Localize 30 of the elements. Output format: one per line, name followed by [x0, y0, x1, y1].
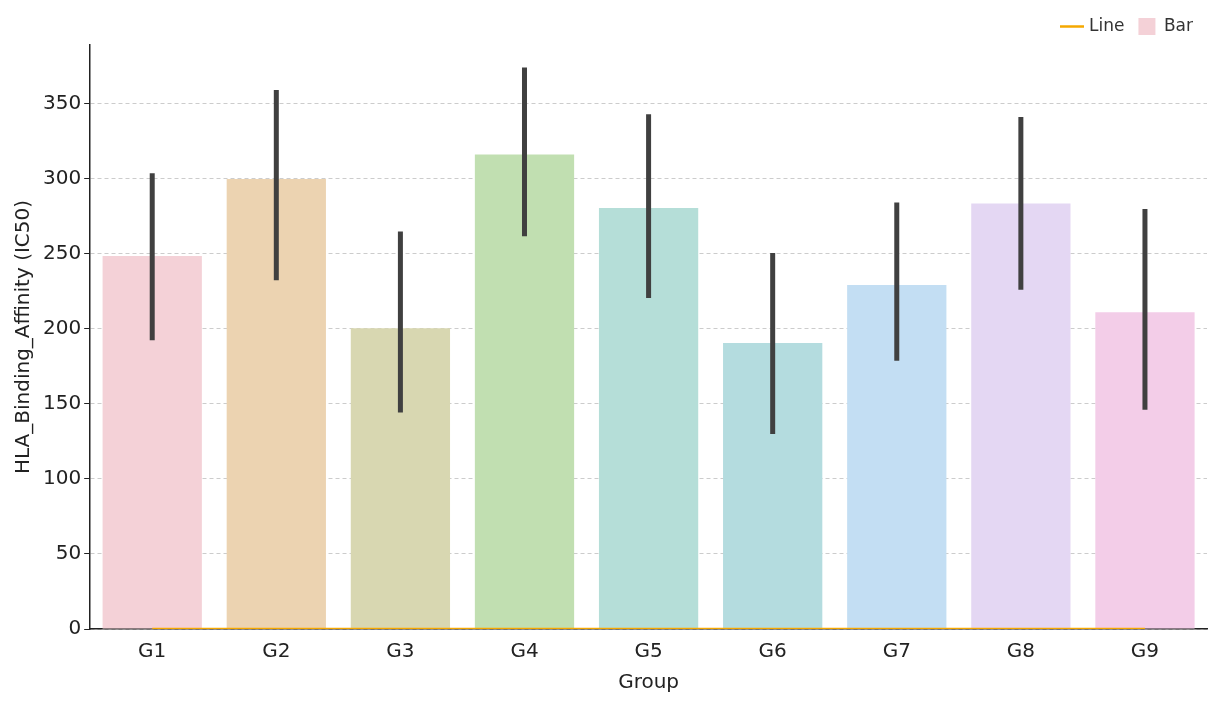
- x-tick-label: G4: [510, 638, 539, 663]
- bar: [598, 208, 699, 629]
- x-tick-label: G5: [634, 638, 663, 663]
- x-axis-title: Group: [618, 669, 680, 694]
- x-tick-label: G7: [882, 638, 911, 663]
- y-tick-label: 350: [42, 89, 82, 114]
- legend-label: Bar: [1163, 14, 1194, 35]
- y-tick-label: 0: [68, 615, 82, 640]
- x-tick-label: G2: [262, 638, 291, 663]
- x-tick-label: G3: [386, 638, 415, 663]
- y-tick-label: 250: [42, 239, 82, 264]
- bar: [1095, 312, 1195, 629]
- y-tick-label: 100: [42, 465, 82, 490]
- y-tick-label: 150: [42, 390, 82, 415]
- x-tick-label: G8: [1006, 638, 1035, 663]
- bar: [226, 179, 326, 629]
- bar: [102, 255, 202, 629]
- bar: [723, 343, 823, 629]
- bar: [847, 284, 947, 629]
- x-tick-label: G9: [1130, 638, 1160, 663]
- x-tick-label: G1: [138, 638, 167, 663]
- y-tick-label: 200: [42, 314, 82, 339]
- x-tick-label: G6: [758, 638, 787, 663]
- y-tick-label: 300: [42, 164, 82, 189]
- bar: [971, 203, 1071, 629]
- bar: [350, 328, 451, 629]
- y-tick-label: 50: [55, 540, 82, 565]
- legend-label: Line: [1089, 14, 1125, 35]
- y-axis-title: HLA_Binding_Affinity (IC50): [10, 199, 35, 475]
- bar: [474, 154, 575, 629]
